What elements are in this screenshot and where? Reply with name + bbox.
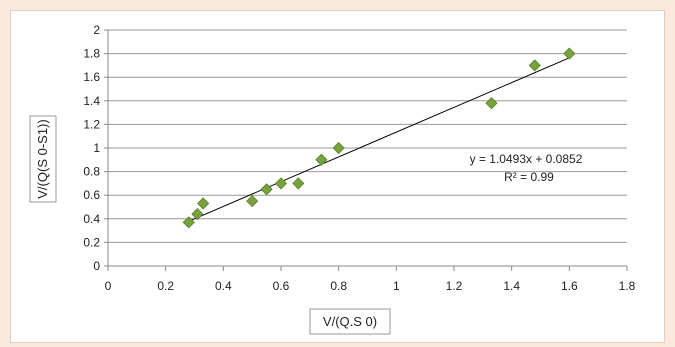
y-tick-label: 0.6 <box>83 188 100 202</box>
axes <box>107 30 627 267</box>
data-point <box>528 59 541 72</box>
x-tick-label: 0.2 <box>157 279 174 293</box>
x-tick-label: 0.4 <box>215 279 232 293</box>
x-axis-title: V/(Q.S 0) <box>323 314 377 329</box>
data-point <box>332 141 345 155</box>
data-points <box>182 47 576 229</box>
y-axis-title: V/(Q(S 0-S1)) <box>35 119 50 198</box>
x-tick-label: 0.8 <box>330 279 347 293</box>
x-axis-title-box <box>309 308 391 335</box>
trendline-equation: y = 1.0493x + 0.0852 <box>470 152 583 166</box>
trendline <box>188 57 570 222</box>
data-point <box>274 177 288 190</box>
data-point <box>485 97 498 110</box>
y-axis-title-box <box>29 115 57 203</box>
x-tick-label: 0 <box>105 279 112 293</box>
data-point <box>246 195 259 208</box>
data-point <box>563 47 576 60</box>
gridlines <box>104 29 627 267</box>
x-tick-label: 1.4 <box>503 279 520 293</box>
data-point <box>292 177 305 190</box>
y-tick-label: 1.6 <box>83 70 100 84</box>
y-tick-label: 1.4 <box>83 94 100 108</box>
data-point <box>182 216 195 229</box>
data-point <box>315 153 328 166</box>
y-tick-label: 1.2 <box>83 117 100 131</box>
chart-card <box>10 10 665 343</box>
x-tick-label: 1.2 <box>446 279 463 293</box>
data-point <box>260 183 273 196</box>
r-squared-label: R² = 0.99 <box>504 170 554 184</box>
x-tick-labels: 0 0.2 0.4 0.6 0.8 1 1.2 1.4 1.6 1.8 <box>105 266 636 293</box>
x-tick-label: 1 <box>393 279 400 293</box>
data-point <box>197 197 210 210</box>
y-tick-label: 0 <box>93 259 100 273</box>
y-tick-label: 0.2 <box>83 235 100 249</box>
x-tick-label: 1.8 <box>619 279 636 293</box>
y-tick-label: 0.8 <box>83 165 100 179</box>
y-tick-label: 1.8 <box>83 47 100 61</box>
y-tick-label: 1 <box>93 141 100 155</box>
y-tick-label: 2 <box>93 23 100 37</box>
y-tick-label: 0.4 <box>83 212 100 226</box>
y-tick-labels: 0 0.2 0.4 0.6 0.8 1 1.2 1.4 1.6 1.8 2 <box>83 23 100 273</box>
x-tick-label: 1.6 <box>561 279 578 293</box>
x-tick-label: 0.6 <box>273 279 290 293</box>
data-point <box>191 208 204 221</box>
